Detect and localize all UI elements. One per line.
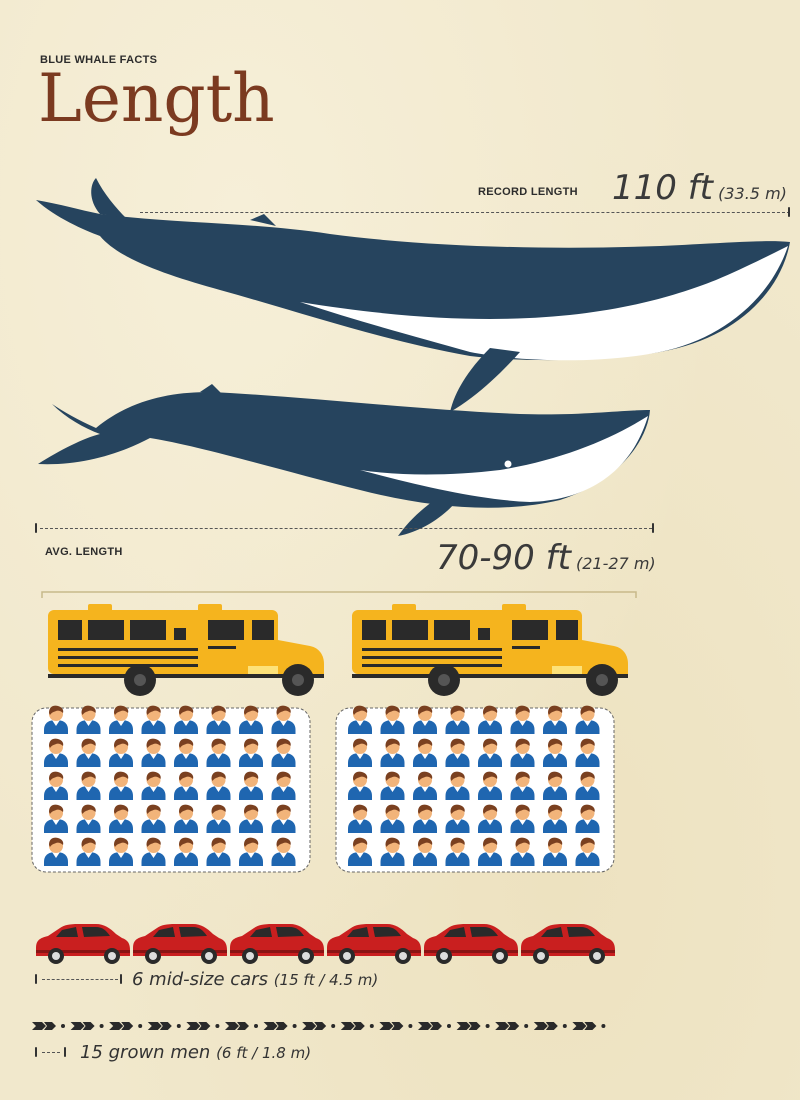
men-caption: 15 grown men (6 ft / 1.8 m): [80, 1042, 311, 1063]
whales-illustration: [36, 178, 790, 536]
footprint-icon: [533, 1022, 567, 1030]
footprint-icon: [379, 1022, 413, 1030]
footprint-icon: [418, 1022, 451, 1030]
car-icon: [133, 924, 227, 964]
school-buses: [48, 604, 628, 696]
avg-length-end-tick: [652, 523, 654, 533]
whale-icon: [36, 178, 790, 412]
footprint-icon: [186, 1022, 220, 1030]
car-icon: [424, 924, 518, 964]
whale-icon: [38, 384, 650, 536]
footprint-icon: [263, 1022, 297, 1030]
men-scale-start-tick: [35, 1047, 37, 1057]
men-scale-dotted-line: [42, 1052, 60, 1053]
car-icon: [36, 924, 130, 964]
footprint-icon: [70, 1022, 104, 1030]
avg-length-label: AVG. LENGTH: [45, 546, 123, 558]
avg-length-feet: 70-90 ft: [436, 538, 571, 578]
footprint-icon: [302, 1022, 336, 1030]
record-length-feet: 110 ft: [612, 168, 714, 208]
footprint-icon: [32, 1022, 65, 1030]
footprints-row: [32, 1022, 606, 1030]
school-bus-icon: [352, 604, 628, 696]
page-title: Length: [38, 60, 275, 137]
record-length-dotted-line: [140, 212, 790, 213]
kicker-label: BLUE WHALE FACTS: [40, 54, 158, 66]
footprint-icon: [340, 1022, 374, 1030]
footprint-icon: [225, 1022, 258, 1030]
avg-length-value: 70-90 ft (21-27 m): [436, 538, 656, 578]
record-length-end-tick: [788, 207, 790, 217]
people-group-box: [31, 707, 311, 873]
footprint-icon: [109, 1022, 143, 1030]
cars-caption: 6 mid-size cars (15 ft / 4.5 m): [132, 969, 378, 990]
car-icon: [521, 924, 615, 964]
men-scale-end-tick: [64, 1047, 66, 1057]
footprint-icon: [495, 1022, 529, 1030]
men-caption-text: 15 grown men: [80, 1042, 211, 1063]
cars-scale-dotted-line: [42, 979, 118, 980]
cars-scale-end-tick: [120, 974, 122, 984]
cars-row: [36, 924, 615, 964]
car-icon: [230, 924, 324, 964]
record-length-value: 110 ft (33.5 m): [612, 168, 787, 208]
avg-length-start-tick: [35, 523, 37, 533]
men-caption-metric: (6 ft / 1.8 m): [216, 1044, 312, 1062]
people-groups: [31, 705, 615, 873]
footprint-icon: [147, 1022, 181, 1030]
school-bus-icon: [48, 604, 324, 696]
footprint-icon: [572, 1022, 606, 1030]
avg-length-metric: (21-27 m): [576, 554, 656, 573]
cars-scale-start-tick: [35, 974, 37, 984]
people-group-box: [335, 707, 615, 873]
avg-length-dotted-line: [40, 528, 652, 529]
footprint-icon: [456, 1022, 490, 1030]
car-icon: [327, 924, 421, 964]
record-length-label: RECORD LENGTH: [478, 186, 578, 198]
cars-caption-text: 6 mid-size cars: [132, 969, 268, 990]
cars-caption-metric: (15 ft / 4.5 m): [273, 971, 379, 989]
record-length-metric: (33.5 m): [718, 184, 787, 203]
bus-bracket: [41, 591, 637, 598]
